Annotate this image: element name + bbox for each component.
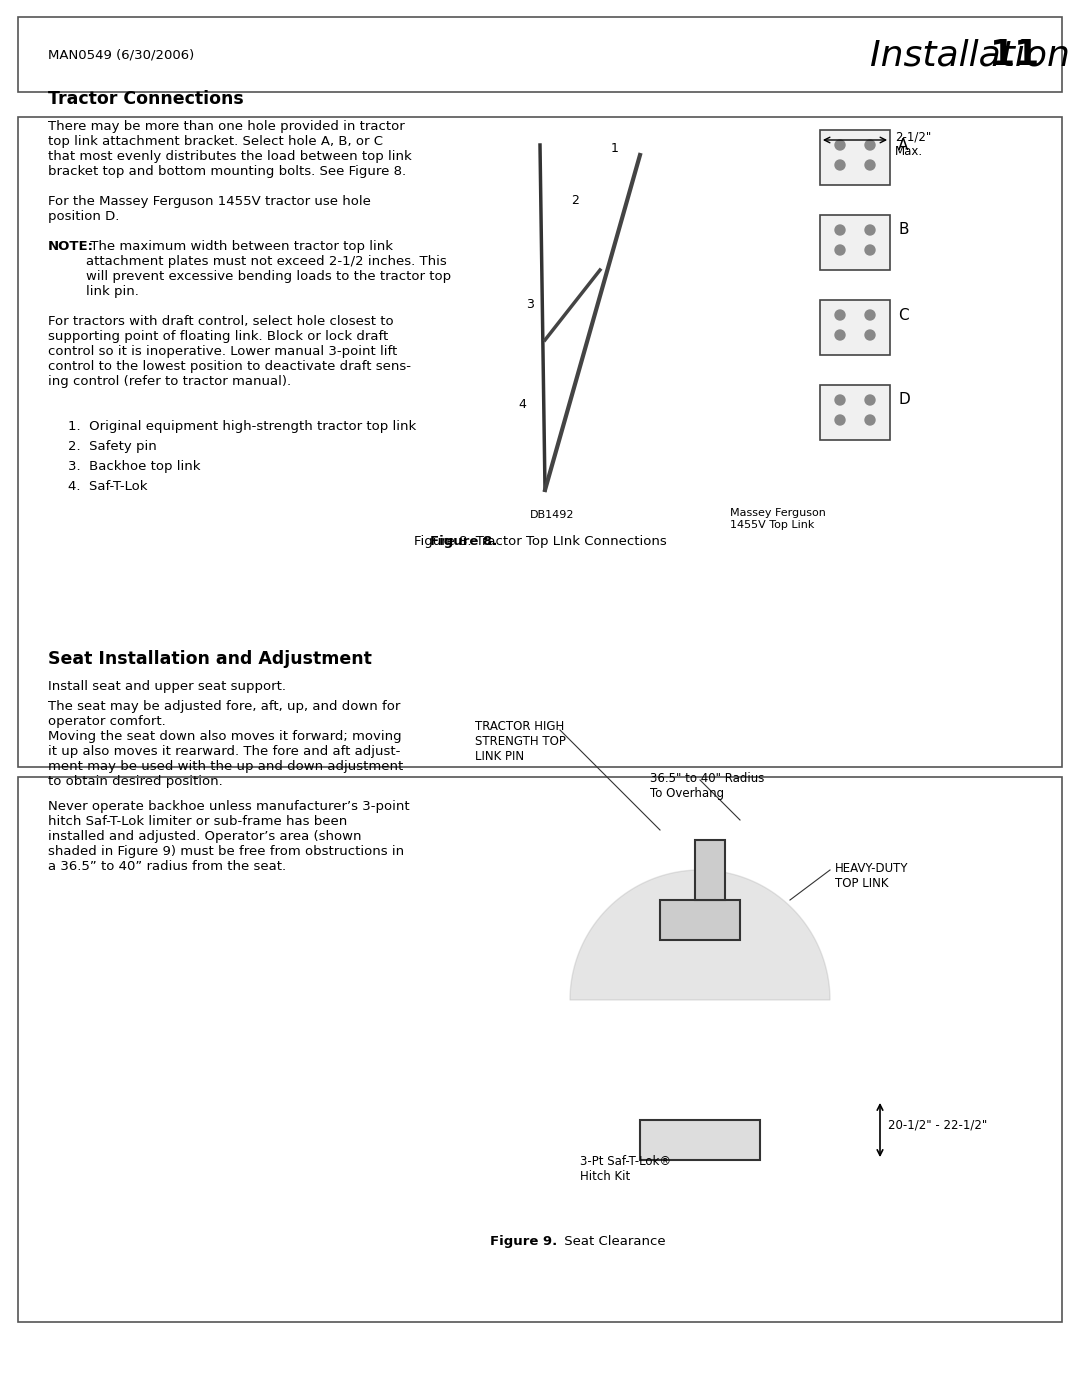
Text: Installation: Installation — [870, 38, 1080, 73]
Text: 3-Pt Saf-T-Lok®
Hitch Kit: 3-Pt Saf-T-Lok® Hitch Kit — [580, 1155, 671, 1183]
Text: 36.5" to 40" Radius
To Overhang: 36.5" to 40" Radius To Overhang — [650, 773, 765, 800]
Text: For the Massey Ferguson 1455V tractor use hole
position D.: For the Massey Ferguson 1455V tractor us… — [48, 196, 370, 224]
Text: 2: 2 — [571, 194, 579, 207]
Text: There may be more than one hole provided in tractor
top link attachment bracket.: There may be more than one hole provided… — [48, 120, 411, 177]
Text: Massey Ferguson
1455V Top Link: Massey Ferguson 1455V Top Link — [730, 509, 826, 529]
Polygon shape — [570, 870, 831, 1000]
Text: Moving the seat down also moves it forward; moving
it up also moves it rearward.: Moving the seat down also moves it forwa… — [48, 731, 403, 788]
Circle shape — [865, 395, 875, 405]
Text: C: C — [897, 307, 908, 323]
Bar — [820, 215, 890, 270]
Text: Tractor Connections: Tractor Connections — [48, 89, 244, 108]
Text: 2-1/2"
Max.: 2-1/2" Max. — [895, 130, 931, 158]
Circle shape — [835, 225, 845, 235]
Bar — [18, 17, 1062, 92]
Circle shape — [835, 161, 845, 170]
Text: Install seat and upper seat support.: Install seat and upper seat support. — [48, 680, 286, 693]
Text: 3.  Backhoe top link: 3. Backhoe top link — [68, 460, 201, 474]
Circle shape — [835, 395, 845, 405]
Text: Seat Clearance: Seat Clearance — [561, 1235, 665, 1248]
Circle shape — [835, 415, 845, 425]
Circle shape — [865, 244, 875, 256]
Text: 3: 3 — [526, 299, 534, 312]
Text: MAN0549 (6/30/2006): MAN0549 (6/30/2006) — [48, 49, 194, 61]
Bar — [18, 777, 1062, 1322]
Bar — [696, 840, 725, 900]
Circle shape — [835, 140, 845, 149]
Circle shape — [865, 140, 875, 149]
Circle shape — [835, 330, 845, 339]
Text: Figure 9.: Figure 9. — [490, 1235, 557, 1248]
Text: 20-1/2" - 22-1/2": 20-1/2" - 22-1/2" — [888, 1119, 987, 1132]
Text: HEAVY-DUTY
TOP LINK: HEAVY-DUTY TOP LINK — [835, 862, 908, 890]
Text: D: D — [897, 393, 909, 408]
Text: DB1492: DB1492 — [530, 510, 575, 520]
Text: Seat Installation and Adjustment: Seat Installation and Adjustment — [48, 650, 372, 668]
Text: The seat may be adjusted fore, aft, up, and down for
operator comfort.: The seat may be adjusted fore, aft, up, … — [48, 700, 401, 728]
Text: A: A — [897, 137, 908, 152]
Text: 2.  Safety pin: 2. Safety pin — [68, 440, 157, 453]
Circle shape — [835, 244, 845, 256]
Bar — [820, 300, 890, 355]
Text: 1: 1 — [611, 141, 619, 155]
Bar — [820, 130, 890, 184]
Circle shape — [865, 310, 875, 320]
Text: 1.  Original equipment high-strength tractor top link: 1. Original equipment high-strength trac… — [68, 420, 416, 433]
Text: For tractors with draft control, select hole closest to
supporting point of floa: For tractors with draft control, select … — [48, 314, 411, 388]
Bar — [18, 117, 1062, 767]
Text: B: B — [897, 222, 908, 237]
Bar — [660, 900, 740, 940]
Circle shape — [865, 161, 875, 170]
Circle shape — [865, 225, 875, 235]
Bar — [640, 1120, 760, 1160]
Text: 11: 11 — [989, 38, 1040, 73]
Text: TRACTOR HIGH
STRENGTH TOP
LINK PIN: TRACTOR HIGH STRENGTH TOP LINK PIN — [475, 719, 566, 763]
Circle shape — [865, 415, 875, 425]
Text: 4: 4 — [518, 398, 526, 412]
Text: Figure 8. Tractor Top LInk Connections: Figure 8. Tractor Top LInk Connections — [414, 535, 666, 548]
Text: 4.  Saf-T-Lok: 4. Saf-T-Lok — [68, 481, 148, 493]
Circle shape — [865, 330, 875, 339]
Text: NOTE:: NOTE: — [48, 240, 94, 253]
Text: Figure 8.: Figure 8. — [430, 535, 498, 548]
Circle shape — [835, 310, 845, 320]
Bar — [820, 386, 890, 440]
Text: Never operate backhoe unless manufacturer’s 3-point
hitch Saf-T-Lok limiter or s: Never operate backhoe unless manufacture… — [48, 800, 409, 873]
Text: The maximum width between tractor top link
attachment plates must not exceed 2-1: The maximum width between tractor top li… — [86, 240, 451, 298]
